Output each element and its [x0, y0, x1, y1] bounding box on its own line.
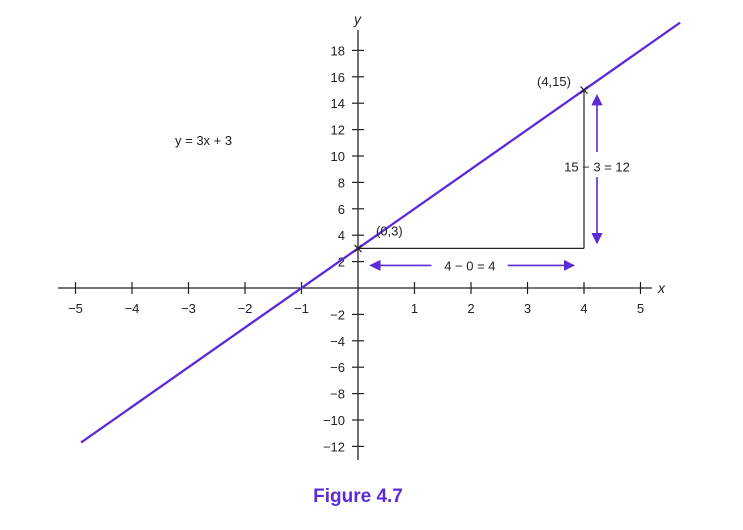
x-tick-label: −3	[181, 301, 196, 316]
y-axis-label: y	[353, 11, 362, 27]
y-tick-label: 14	[331, 96, 345, 111]
x-tick-label: 1	[411, 301, 418, 316]
y-tick-label: 2	[338, 255, 345, 270]
y-tick-label: −2	[330, 307, 345, 322]
series-line-y-equals-3x-plus-3	[80, 21, 681, 444]
x-tick-label: −1	[294, 301, 309, 316]
equation-label: y = 3x + 3	[175, 133, 232, 148]
y-ticks: −12 −10 −8 −6 −4 −2 2 4 6 8 10 12 14 16 18	[323, 43, 364, 454]
x-tick-label: 3	[524, 301, 531, 316]
y-tick-label: −8	[330, 387, 345, 402]
x-ticks: −5 −4 −3 −2 −1 1 2 3 4 5	[68, 282, 644, 316]
y-tick-label: −12	[323, 439, 345, 454]
point-marker	[580, 86, 588, 94]
point-label: (0,3)	[376, 223, 403, 238]
point-marker	[354, 244, 362, 253]
run-label: 4 − 0 = 4	[444, 258, 495, 273]
x-tick-label: −2	[238, 301, 253, 316]
point-label: (4,15)	[537, 74, 571, 89]
y-tick-label: −4	[330, 334, 345, 349]
x-tick-label: 5	[637, 301, 644, 316]
y-tick-label: −10	[323, 413, 345, 428]
y-tick-label: 12	[331, 123, 345, 138]
rise-label: 15 − 3 = 12	[564, 160, 630, 175]
y-tick-label: 10	[331, 149, 345, 164]
figure-caption: Figure 4.7	[313, 486, 403, 507]
x-tick-label: −5	[68, 301, 83, 316]
y-tick-label: 8	[338, 175, 345, 190]
y-tick-label: 18	[331, 43, 345, 58]
x-tick-label: 4	[580, 301, 587, 316]
x-tick-label: −4	[125, 301, 140, 316]
y-tick-label: 16	[331, 70, 345, 85]
x-tick-label: 2	[467, 301, 474, 316]
x-axis-label: x	[657, 280, 666, 296]
y-tick-label: 6	[338, 202, 345, 217]
y-tick-label: 4	[338, 228, 345, 243]
y-tick-label: −6	[330, 360, 345, 375]
points: (0,3) (4,15)	[354, 74, 588, 253]
